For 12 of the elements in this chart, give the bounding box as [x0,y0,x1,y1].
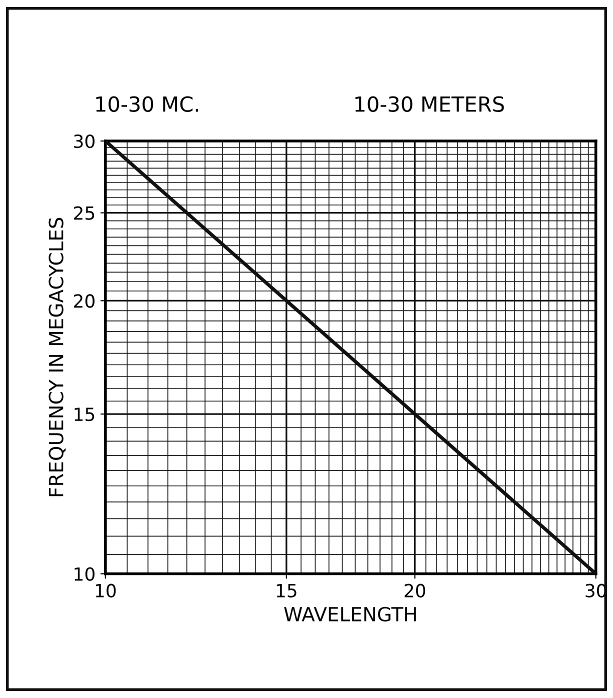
y-tick-label: 30 [74,134,95,148]
y-axis-title: FREQUENCY IN MEGACYCLES [48,218,66,496]
y-tick-label: 25 [74,206,94,220]
x-axis-title: WAVELENGTH [284,606,416,622]
y-tick-label: 20 [74,294,95,308]
x-tick-label: 20 [404,584,426,598]
y-tick-label: 10 [74,567,95,581]
x-tick-label: 10 [96,584,116,598]
text: 10-30 MC. [96,96,198,112]
y-tick-label: 15 [74,408,94,422]
x-tick-label: 15 [276,584,296,598]
text: 10-30 METERS [355,96,504,112]
